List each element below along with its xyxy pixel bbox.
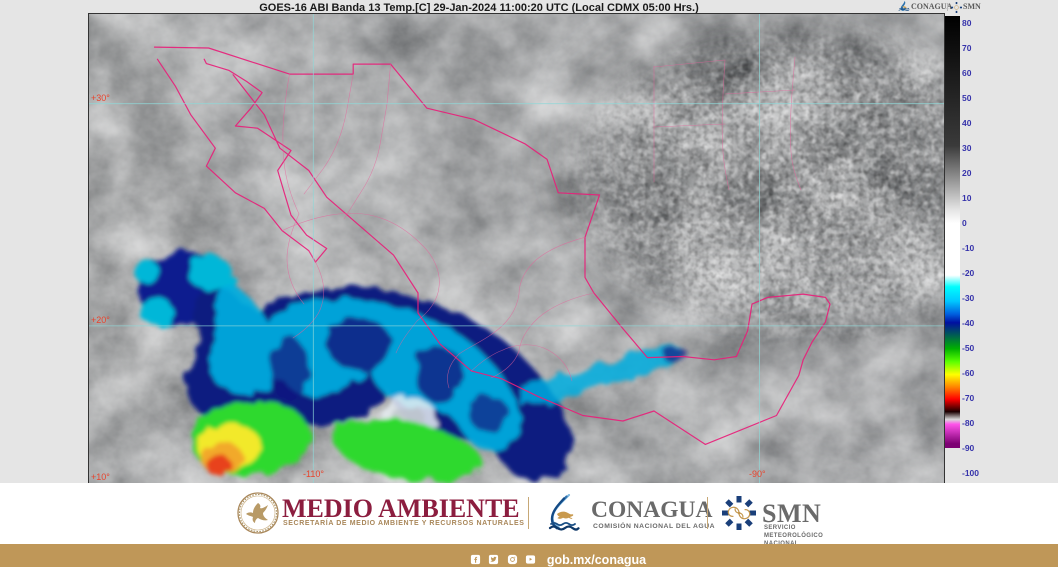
svg-text:+20°: +20° [91,315,110,325]
svg-text:+10°: +10° [91,472,110,482]
svg-text:+30°: +30° [91,93,110,103]
svg-text:-90°: -90° [749,469,766,479]
svg-text:-110°: -110° [303,469,324,479]
